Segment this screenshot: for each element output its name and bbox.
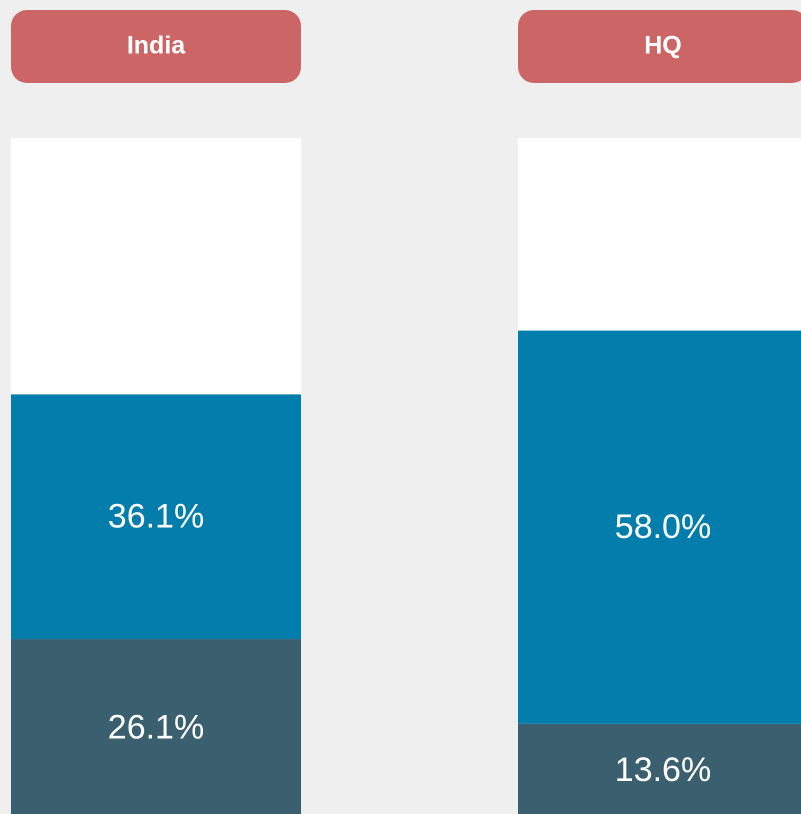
bar-segment bbox=[518, 723, 801, 814]
category-label: HQ bbox=[644, 32, 682, 60]
bar-segment bbox=[11, 394, 301, 640]
value-label: 36.1% bbox=[108, 498, 204, 536]
bar-segment bbox=[518, 330, 801, 724]
bar-segment bbox=[11, 639, 301, 814]
category-header bbox=[518, 10, 801, 83]
bar-segment bbox=[11, 138, 301, 395]
value-label: 13.6% bbox=[615, 751, 711, 789]
category-header bbox=[11, 10, 301, 83]
value-label: 58.0% bbox=[615, 508, 711, 546]
bar-segment bbox=[518, 138, 801, 331]
category-label: India bbox=[127, 32, 186, 60]
value-label: 26.1% bbox=[108, 709, 204, 747]
